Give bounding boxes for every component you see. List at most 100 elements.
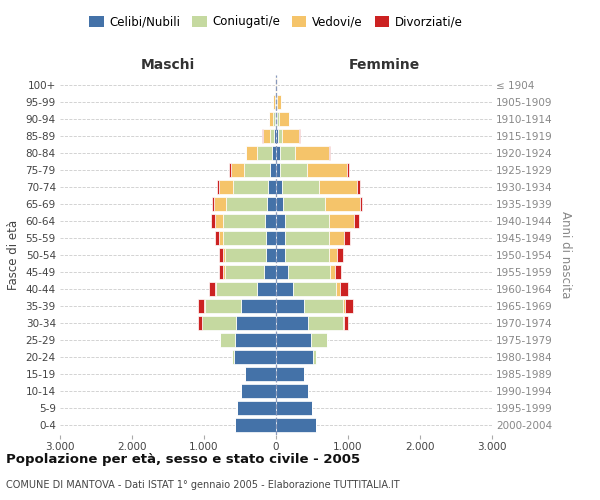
Text: COMUNE DI MANTOVA - Dati ISTAT 1° gennaio 2005 - Elaborazione TUTTITALIA.IT: COMUNE DI MANTOVA - Dati ISTAT 1° gennai… <box>6 480 400 490</box>
Bar <box>246 146 247 160</box>
Bar <box>276 146 280 160</box>
Bar <box>311 332 327 347</box>
Bar <box>276 248 286 262</box>
Bar <box>263 129 269 144</box>
Bar <box>276 180 282 194</box>
Bar <box>313 350 316 364</box>
Bar <box>276 418 316 432</box>
Bar <box>202 316 236 330</box>
Text: Femmine: Femmine <box>349 58 419 72</box>
Bar <box>276 350 313 364</box>
Bar <box>197 298 204 313</box>
Legend: Celibi/Nubili, Coniugati/e, Vedovi/e, Divorziati/e: Celibi/Nubili, Coniugati/e, Vedovi/e, Di… <box>85 10 467 33</box>
Bar <box>344 231 350 245</box>
Bar <box>283 197 325 212</box>
Bar <box>219 248 223 262</box>
Bar <box>284 214 329 228</box>
Bar <box>212 197 214 212</box>
Bar <box>319 180 358 194</box>
Bar <box>211 214 215 228</box>
Bar <box>269 112 273 126</box>
Bar <box>236 316 276 330</box>
Bar <box>223 214 265 228</box>
Y-axis label: Fasce di età: Fasce di età <box>7 220 20 290</box>
Bar <box>262 129 263 144</box>
Bar <box>344 316 348 330</box>
Bar <box>295 146 329 160</box>
Bar <box>234 350 276 364</box>
Bar <box>276 316 308 330</box>
Bar <box>276 400 313 415</box>
Bar <box>276 129 278 144</box>
Bar <box>272 146 276 160</box>
Bar <box>223 265 225 279</box>
Bar <box>276 231 284 245</box>
Bar <box>245 366 276 381</box>
Bar <box>214 197 226 212</box>
Bar <box>205 298 241 313</box>
Bar <box>223 248 225 262</box>
Bar <box>276 265 287 279</box>
Bar <box>209 282 215 296</box>
Bar <box>304 298 343 313</box>
Bar <box>219 265 223 279</box>
Bar <box>229 163 230 178</box>
Bar <box>286 248 329 262</box>
Bar <box>232 350 234 364</box>
Bar <box>235 418 276 432</box>
Bar <box>217 180 219 194</box>
Bar <box>299 129 300 144</box>
Bar <box>264 265 276 279</box>
Bar <box>215 231 220 245</box>
Bar <box>219 180 233 194</box>
Bar <box>268 180 276 194</box>
Bar <box>354 214 359 228</box>
Bar <box>345 298 353 313</box>
Bar <box>276 214 284 228</box>
Bar <box>282 180 319 194</box>
Bar <box>337 248 343 262</box>
Bar <box>241 384 276 398</box>
Bar <box>266 197 276 212</box>
Bar <box>241 298 276 313</box>
Bar <box>269 129 274 144</box>
Bar <box>274 129 276 144</box>
Bar <box>347 163 349 178</box>
Bar <box>340 282 349 296</box>
Bar <box>226 197 266 212</box>
Bar <box>283 129 299 144</box>
Bar <box>277 95 281 110</box>
Bar <box>329 231 344 245</box>
Bar <box>280 146 295 160</box>
Bar <box>223 231 266 245</box>
Bar <box>293 282 336 296</box>
Bar <box>233 180 268 194</box>
Bar <box>277 112 279 126</box>
Bar <box>358 180 360 194</box>
Text: Popolazione per età, sesso e stato civile - 2005: Popolazione per età, sesso e stato civil… <box>6 452 360 466</box>
Bar <box>225 265 264 279</box>
Bar <box>220 231 223 245</box>
Bar <box>235 332 276 347</box>
Bar <box>215 214 223 228</box>
Bar <box>230 163 244 178</box>
Bar <box>329 248 337 262</box>
Bar <box>273 112 275 126</box>
Bar <box>307 163 347 178</box>
Bar <box>276 112 277 126</box>
Bar <box>330 265 335 279</box>
Bar <box>265 214 276 228</box>
Bar <box>336 282 340 296</box>
Bar <box>343 298 345 313</box>
Bar <box>198 316 202 330</box>
Y-axis label: Anni di nascita: Anni di nascita <box>559 212 572 298</box>
Bar <box>225 248 266 262</box>
Bar <box>284 231 329 245</box>
Bar <box>276 163 280 178</box>
Bar <box>343 316 344 330</box>
Bar <box>308 316 343 330</box>
Bar <box>278 129 283 144</box>
Bar <box>215 282 216 296</box>
Bar <box>257 282 276 296</box>
Bar <box>204 298 205 313</box>
